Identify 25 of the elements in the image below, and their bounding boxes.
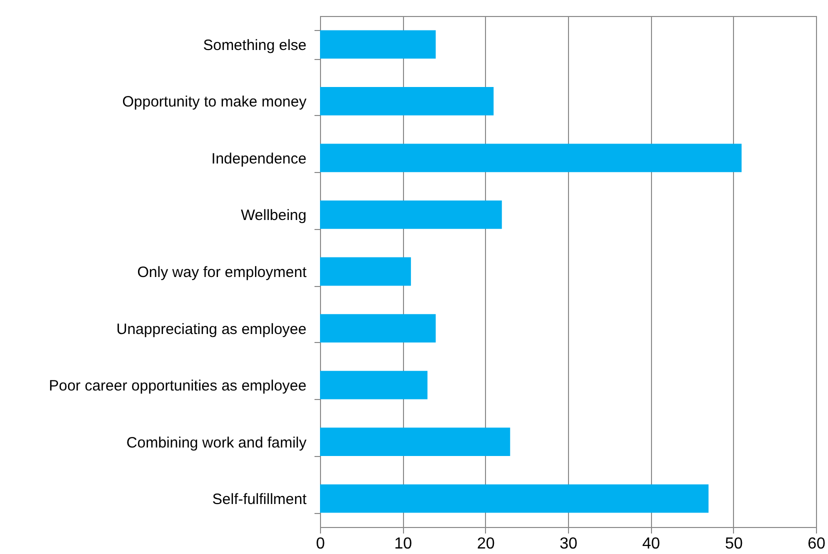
y-tick-label: Opportunity to make money xyxy=(122,94,307,111)
bar xyxy=(320,30,436,59)
y-tick-label: Poor career opportunities as employee xyxy=(48,378,306,395)
bar xyxy=(320,314,436,342)
bar xyxy=(320,428,510,456)
bar xyxy=(320,370,428,400)
y-tick-label: Independence xyxy=(211,150,306,168)
bar xyxy=(320,144,742,172)
x-tick-label: 10 xyxy=(394,536,412,552)
bar xyxy=(320,257,411,286)
bar xyxy=(320,86,494,116)
y-tick-label: Unappreciating as employee xyxy=(116,320,306,338)
y-tick-label: Combining work and family xyxy=(126,434,307,452)
y-tick-label: Wellbeing xyxy=(240,207,306,224)
x-tick-label: 50 xyxy=(724,536,743,552)
bar xyxy=(320,200,502,229)
y-tick-label: Only way for employment xyxy=(137,264,308,281)
x-tick-label: 40 xyxy=(642,536,660,552)
y-tick-label: Something else xyxy=(203,36,306,54)
x-tick-label: 20 xyxy=(476,536,495,552)
x-tick-label: 0 xyxy=(316,536,326,552)
y-tick-label: Self-fulfillment xyxy=(212,491,308,508)
x-tick-label: 60 xyxy=(808,536,826,552)
x-tick-label: 30 xyxy=(560,536,578,552)
bar xyxy=(320,484,709,513)
